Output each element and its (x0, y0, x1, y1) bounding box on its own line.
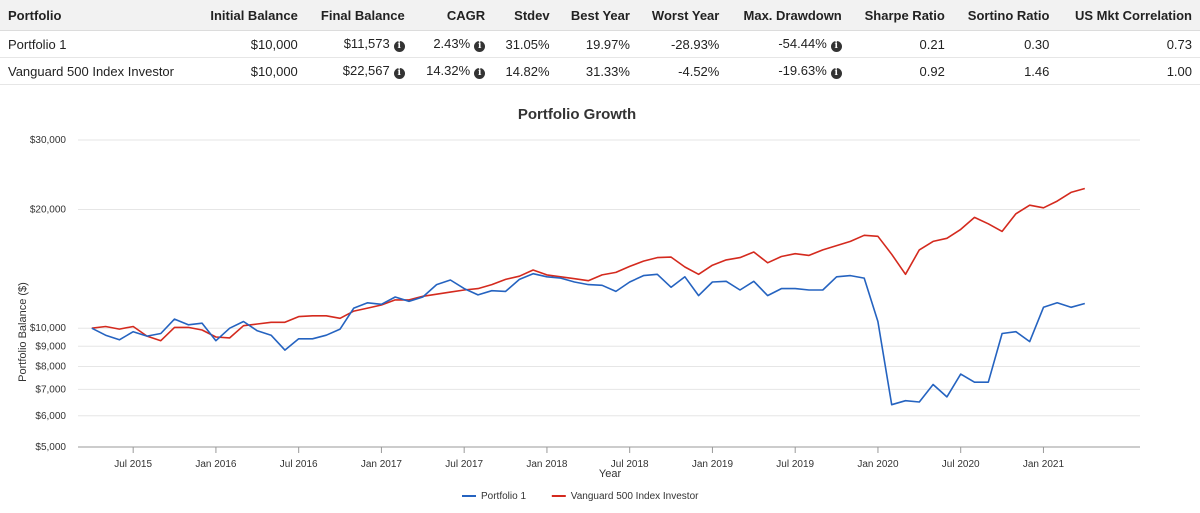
x-tick-label: Jan 2016 (195, 459, 237, 470)
info-icon[interactable]: i (474, 68, 486, 79)
x-tick-label: Jul 2015 (114, 459, 152, 470)
cell-portfolio: Portfolio 1 (0, 30, 195, 58)
cagr-value: 14.32% (426, 63, 471, 78)
cell-us-mkt-correlation: 0.73 (1057, 30, 1200, 58)
col-initial-balance: Initial Balance (195, 0, 306, 31)
legend-label: Portfolio 1 (481, 491, 526, 502)
y-tick-label: $5,000 (35, 442, 66, 453)
y-tick-label: $9,000 (35, 341, 66, 352)
info-icon[interactable]: i (393, 68, 405, 79)
x-tick-label: Jul 2018 (611, 459, 649, 470)
info-icon[interactable]: i (393, 41, 405, 52)
cell-sortino-ratio: 0.30 (952, 30, 1058, 58)
portfolio-growth-chart: Portfolio Growth $5,000 $6,000 $7,000 $8,00… (17, 106, 1140, 502)
x-tick-label: Jul 2016 (280, 459, 318, 470)
x-tick-label: Jan 2017 (361, 459, 403, 470)
cell-worst-year: -28.93% (637, 30, 728, 58)
col-sortino-ratio: Sortino Ratio (952, 0, 1058, 31)
cell-max-drawdown: -54.44% i (727, 30, 850, 58)
cell-best-year: 31.33% (557, 57, 638, 85)
cell-final-balance: $22,567 i (305, 57, 413, 85)
cell-sharpe-ratio: 0.21 (849, 30, 953, 58)
cagr-value: 2.43% (433, 36, 471, 51)
cell-cagr: 14.32% i (412, 57, 494, 85)
cell-cagr: 2.43% i (412, 30, 494, 58)
y-axis-ticks: $5,000 $6,000 $7,000 $8,000 $9,000 $10,000 $20… (30, 135, 67, 453)
x-tick-label: Jan 2019 (692, 459, 734, 470)
legend-item[interactable]: Vanguard 500 Index Investor (551, 491, 699, 502)
y-tick-label: $6,000 (35, 411, 66, 422)
col-best-year: Best Year (557, 0, 638, 31)
cell-max-drawdown: -19.63% i (727, 57, 850, 85)
col-portfolio: Portfolio (0, 0, 195, 31)
cell-stdev: 14.82% (493, 57, 558, 85)
final-balance-value: $11,573 (343, 36, 390, 51)
stats-table: Portfolio Initial Balance Final Balance … (0, 0, 1200, 85)
x-tick-label: Jul 2020 (942, 459, 980, 470)
y-tick-label: $30,000 (30, 135, 67, 146)
final-balance-value: $22,567 (342, 63, 390, 78)
gridlines (78, 139, 1140, 448)
info-icon[interactable]: i (830, 68, 842, 79)
max-drawdown-value: -54.44% (778, 36, 827, 51)
table-row: Portfolio 1 $10,000 $11,573 i 2.43% i 31.0… (0, 30, 1200, 58)
table-header-row: Portfolio Initial Balance Final Balance … (0, 0, 1200, 31)
chart-title: Portfolio Growth (518, 106, 636, 123)
legend-item[interactable]: Portfolio 1 (462, 491, 526, 502)
cell-stdev: 31.05% (493, 30, 558, 58)
col-final-balance: Final Balance (305, 0, 413, 31)
legend-label: Vanguard 500 Index Investor (571, 491, 699, 502)
cell-portfolio: Vanguard 500 Index Investor (0, 57, 195, 85)
cell-initial-balance: $10,000 (195, 57, 306, 85)
x-tick-label: Jul 2019 (776, 459, 814, 470)
y-tick-label: $20,000 (30, 204, 67, 215)
cell-sharpe-ratio: 0.92 (849, 57, 953, 85)
col-stdev: Stdev (493, 0, 558, 31)
col-worst-year: Worst Year (637, 0, 728, 31)
series-lines (91, 187, 1086, 406)
chart-legend: Portfolio 1 Vanguard 500 Index Investor (462, 491, 699, 502)
series-line-vanguard-500-index-investor (91, 187, 1086, 342)
cell-sortino-ratio: 1.46 (952, 57, 1058, 85)
col-us-mkt-correlation: US Mkt Correlation (1057, 0, 1200, 31)
y-axis-label: Portfolio Balance ($) (17, 282, 29, 382)
x-tick-label: Jan 2021 (1023, 459, 1065, 470)
x-axis-ticks: Jul 2015 Jan 2016 Jul 2016 Jan 2017 Jul 2017… (114, 447, 1064, 470)
col-sharpe-ratio: Sharpe Ratio (849, 0, 953, 31)
x-axis-label: Year (599, 468, 622, 480)
table-row: Vanguard 500 Index Investor $10,000 $22,… (0, 57, 1200, 85)
y-tick-label: $8,000 (35, 361, 66, 372)
series-line-portfolio-1 (91, 272, 1086, 406)
y-tick-label: $7,000 (35, 384, 66, 395)
y-tick-label: $10,000 (30, 323, 67, 334)
cell-us-mkt-correlation: 1.00 (1057, 57, 1200, 85)
x-tick-label: Jan 2018 (526, 459, 568, 470)
cell-final-balance: $11,573 i (305, 30, 413, 58)
info-icon[interactable]: i (830, 41, 842, 52)
max-drawdown-value: -19.63% (778, 63, 827, 78)
cell-best-year: 19.97% (557, 30, 638, 58)
info-icon[interactable]: i (474, 41, 486, 52)
col-cagr: CAGR (412, 0, 494, 31)
cell-worst-year: -4.52% (637, 57, 728, 85)
cell-initial-balance: $10,000 (195, 30, 306, 58)
x-tick-label: Jan 2020 (857, 459, 899, 470)
x-tick-label: Jul 2017 (445, 459, 483, 470)
col-max-drawdown: Max. Drawdown (727, 0, 850, 31)
